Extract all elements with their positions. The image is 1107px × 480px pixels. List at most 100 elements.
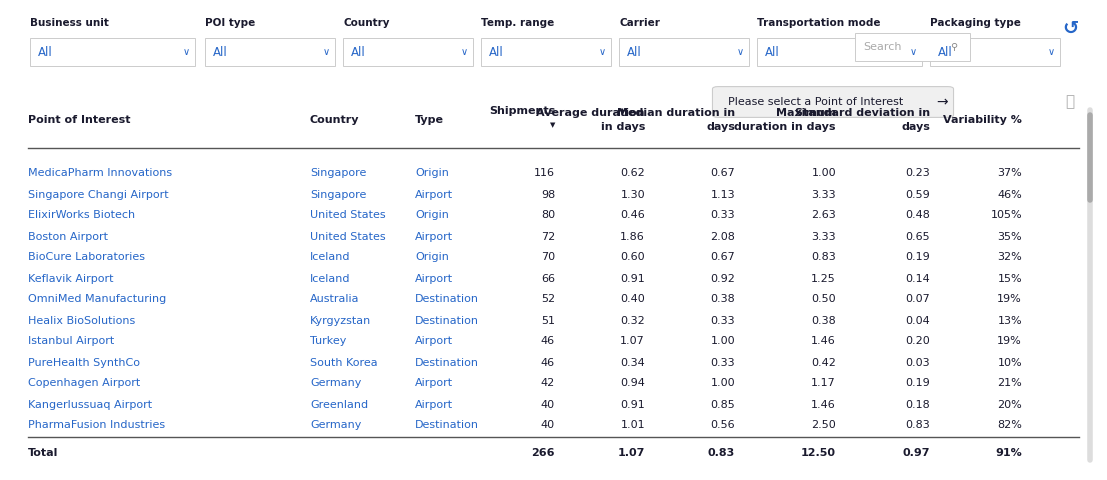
Text: Variability %: Variability % <box>943 115 1022 125</box>
Text: 0.14: 0.14 <box>906 274 930 284</box>
Text: 46: 46 <box>541 336 555 347</box>
Text: 0.85: 0.85 <box>711 399 735 409</box>
Text: Iceland: Iceland <box>310 274 351 284</box>
Text: ⓘ: ⓘ <box>1065 95 1075 109</box>
Text: Transportation mode: Transportation mode <box>757 18 880 28</box>
Text: 2.08: 2.08 <box>710 231 735 241</box>
Text: 0.33: 0.33 <box>711 315 735 325</box>
Text: 1.17: 1.17 <box>811 379 836 388</box>
Text: 105%: 105% <box>991 211 1022 220</box>
Text: 0.38: 0.38 <box>711 295 735 304</box>
Text: Germany: Germany <box>310 420 361 431</box>
Text: Kangerlussuaq Airport: Kangerlussuaq Airport <box>28 399 152 409</box>
Text: Airport: Airport <box>415 190 453 200</box>
Text: Median duration in
days: Median duration in days <box>617 108 735 132</box>
Text: Iceland: Iceland <box>310 252 351 263</box>
Text: 40: 40 <box>541 420 555 431</box>
Text: 35%: 35% <box>997 231 1022 241</box>
Text: 0.59: 0.59 <box>906 190 930 200</box>
Text: Destination: Destination <box>415 358 479 368</box>
Text: 266: 266 <box>531 448 555 458</box>
Text: 0.07: 0.07 <box>906 295 930 304</box>
Text: 1.46: 1.46 <box>811 399 836 409</box>
Text: ∨: ∨ <box>1048 47 1055 57</box>
Text: Origin: Origin <box>415 211 448 220</box>
Text: 46%: 46% <box>997 190 1022 200</box>
Text: 2.63: 2.63 <box>811 211 836 220</box>
Text: 42: 42 <box>540 379 555 388</box>
Text: 0.42: 0.42 <box>811 358 836 368</box>
Text: 1.86: 1.86 <box>620 231 645 241</box>
Text: 0.33: 0.33 <box>711 358 735 368</box>
Text: Airport: Airport <box>415 379 453 388</box>
Text: →: → <box>937 95 948 109</box>
Text: 72: 72 <box>540 231 555 241</box>
Text: 0.04: 0.04 <box>906 315 930 325</box>
Text: Boston Airport: Boston Airport <box>28 231 108 241</box>
Text: 40: 40 <box>541 399 555 409</box>
Text: Please select a Point of Interest: Please select a Point of Interest <box>728 97 903 107</box>
Text: 0.33: 0.33 <box>711 211 735 220</box>
Text: ⚲: ⚲ <box>950 42 958 52</box>
Text: 0.97: 0.97 <box>902 448 930 458</box>
Text: 0.19: 0.19 <box>906 252 930 263</box>
Text: 1.07: 1.07 <box>620 336 645 347</box>
Text: South Korea: South Korea <box>310 358 377 368</box>
Text: 0.20: 0.20 <box>906 336 930 347</box>
Text: 21%: 21% <box>997 379 1022 388</box>
Text: All: All <box>489 46 504 59</box>
Text: 0.56: 0.56 <box>711 420 735 431</box>
Text: 20%: 20% <box>997 399 1022 409</box>
Text: ∨: ∨ <box>737 47 744 57</box>
Text: Destination: Destination <box>415 295 479 304</box>
Text: Copenhagen Airport: Copenhagen Airport <box>28 379 141 388</box>
Text: Kyrgyzstan: Kyrgyzstan <box>310 315 371 325</box>
Text: PureHealth SynthCo: PureHealth SynthCo <box>28 358 139 368</box>
Text: 19%: 19% <box>997 336 1022 347</box>
Text: 0.83: 0.83 <box>906 420 930 431</box>
Text: 0.67: 0.67 <box>711 168 735 179</box>
Text: 1.46: 1.46 <box>811 336 836 347</box>
Text: Average duration
in days: Average duration in days <box>537 108 645 132</box>
Text: Singapore: Singapore <box>310 190 366 200</box>
Text: Standard deviation in
days: Standard deviation in days <box>795 108 930 132</box>
Text: Carrier: Carrier <box>619 18 660 28</box>
Text: 0.94: 0.94 <box>620 379 645 388</box>
Text: Shipments: Shipments <box>489 106 555 116</box>
Text: 0.19: 0.19 <box>906 379 930 388</box>
Text: 0.83: 0.83 <box>707 448 735 458</box>
Text: Turkey: Turkey <box>310 336 346 347</box>
Text: PharmaFusion Industries: PharmaFusion Industries <box>28 420 165 431</box>
Text: Country: Country <box>343 18 390 28</box>
Text: ∨: ∨ <box>461 47 468 57</box>
Text: 10%: 10% <box>997 358 1022 368</box>
Text: ∨: ∨ <box>183 47 190 57</box>
Text: BioCure Laboratories: BioCure Laboratories <box>28 252 145 263</box>
Text: Business unit: Business unit <box>30 18 108 28</box>
Text: Origin: Origin <box>415 252 448 263</box>
Text: 46: 46 <box>541 358 555 368</box>
Text: Healix BioSolutions: Healix BioSolutions <box>28 315 135 325</box>
Text: Point of Interest: Point of Interest <box>28 115 131 125</box>
Text: Germany: Germany <box>310 379 361 388</box>
Text: 0.03: 0.03 <box>906 358 930 368</box>
Text: Maximum
duration in days: Maximum duration in days <box>735 108 836 132</box>
Text: All: All <box>38 46 53 59</box>
Text: ▼: ▼ <box>549 122 555 128</box>
Text: Singapore Changi Airport: Singapore Changi Airport <box>28 190 168 200</box>
Text: ↺: ↺ <box>1062 19 1078 37</box>
Text: 0.65: 0.65 <box>906 231 930 241</box>
Text: ∨: ∨ <box>323 47 330 57</box>
Text: Australia: Australia <box>310 295 360 304</box>
Text: 1.00: 1.00 <box>811 168 836 179</box>
Text: ∨: ∨ <box>910 47 917 57</box>
Text: 80: 80 <box>541 211 555 220</box>
Text: Keflavik Airport: Keflavik Airport <box>28 274 114 284</box>
Text: 1.25: 1.25 <box>811 274 836 284</box>
Text: 0.23: 0.23 <box>906 168 930 179</box>
Text: 13%: 13% <box>997 315 1022 325</box>
Text: United States: United States <box>310 231 385 241</box>
Text: Search: Search <box>863 42 901 52</box>
Text: All: All <box>765 46 779 59</box>
Text: ElixirWorks Biotech: ElixirWorks Biotech <box>28 211 135 220</box>
